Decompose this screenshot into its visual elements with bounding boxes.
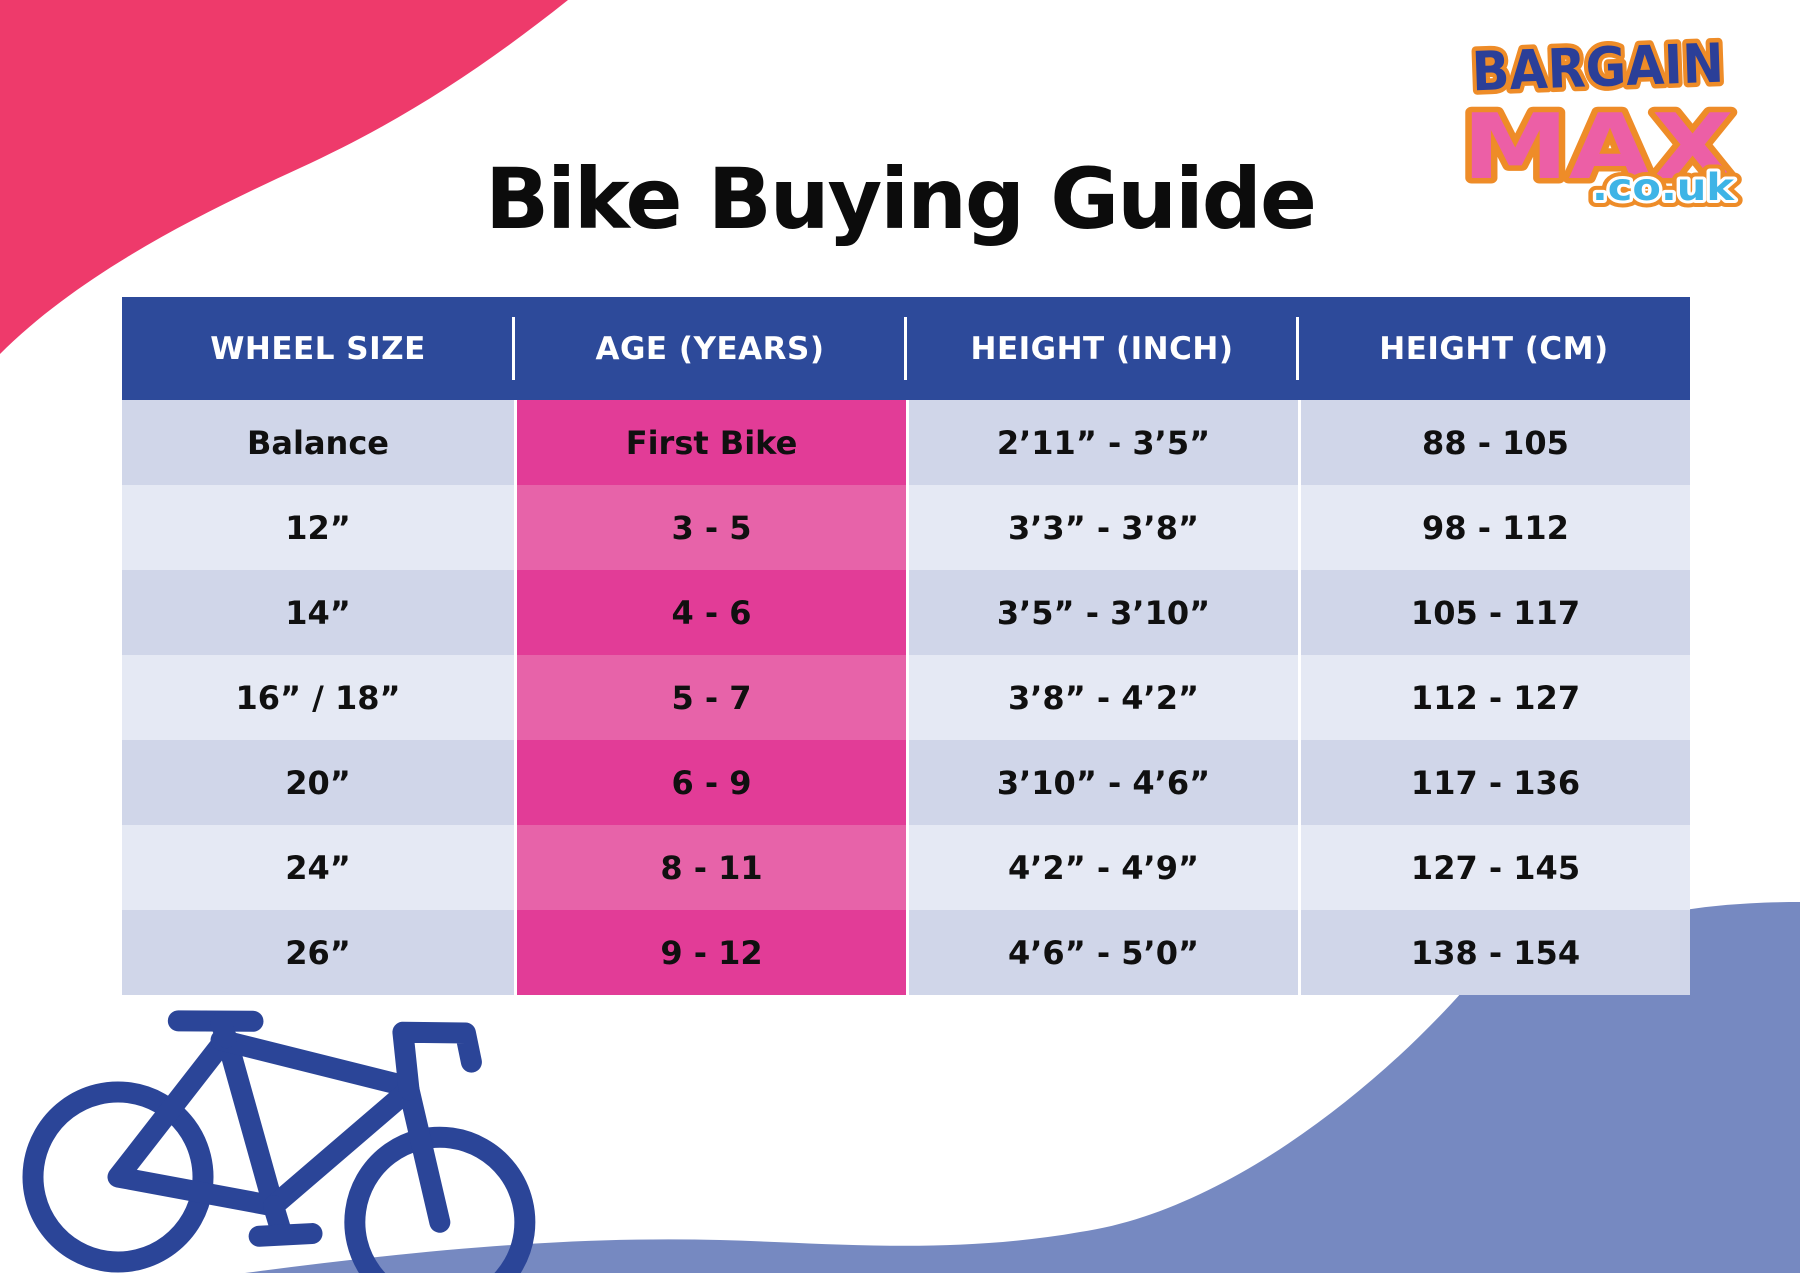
table-row: 20” 6 - 9 3’10” - 4’6” 117 - 136: [122, 740, 1690, 825]
table-cell: 8 - 11: [514, 825, 906, 910]
table-cell: 3’5” - 3’10”: [906, 570, 1298, 655]
table-cell: First Bike: [514, 400, 906, 485]
table-cell: 3’10” - 4’6”: [906, 740, 1298, 825]
table-row: Balance First Bike 2’11” - 3’5” 88 - 105: [122, 400, 1690, 485]
table-cell: 9 - 12: [514, 910, 906, 995]
table-cell: 105 - 117: [1298, 570, 1690, 655]
table-cell: 24”: [285, 848, 351, 887]
logo-word-max: MAX: [1462, 95, 1734, 200]
table-cell: 3 - 5: [514, 485, 906, 570]
table-cell: 4’6” - 5’0”: [906, 910, 1298, 995]
table-cell: 2’11” - 3’5”: [906, 400, 1298, 485]
table-cell: 20”: [285, 763, 351, 802]
column-header: HEIGHT (INCH): [906, 297, 1299, 400]
table-header: WHEEL SIZE AGE (YEARS) HEIGHT (INCH) HEIGHT…: [122, 297, 1690, 400]
table-cell: 127 - 145: [1298, 825, 1690, 910]
table-cell: 3’3” - 3’8”: [906, 485, 1298, 570]
column-header: WHEEL SIZE: [122, 297, 515, 400]
table-cell: 88 - 105: [1298, 400, 1690, 485]
logo-word-couk-outline: .co.uk: [1592, 166, 1736, 209]
table-cell: 3’8” - 4’2”: [906, 655, 1298, 740]
size-table-body: Balance First Bike 2’11” - 3’5” 88 - 105 12”…: [122, 400, 1690, 995]
table-cell: 26”: [285, 933, 351, 972]
table-row: 14” 4 - 6 3’5” - 3’10” 105 - 117: [122, 570, 1690, 655]
table-row: 12” 3 - 5 3’3” - 3’8” 98 - 112: [122, 485, 1690, 570]
table-cell: 138 - 154: [1298, 910, 1690, 995]
column-header: HEIGHT (CM): [1379, 330, 1609, 367]
table-cell: 16” / 18”: [235, 678, 401, 717]
table-cell: 4’2” - 4’9”: [906, 825, 1298, 910]
table-cell: 98 - 112: [1298, 485, 1690, 570]
table-cell: 6 - 9: [514, 740, 906, 825]
table-cell: 12”: [285, 508, 351, 547]
column-header: AGE (YEARS): [514, 297, 907, 400]
page-title: Bike Buying Guide: [485, 150, 1317, 248]
logo-word-couk: .co.uk: [1592, 166, 1736, 209]
table-cell: 14”: [285, 593, 351, 632]
table-cell: 5 - 7: [514, 655, 906, 740]
table-cell: 112 - 127: [1298, 655, 1690, 740]
table-cell: Balance: [247, 423, 389, 462]
logo-word-bargain: BARGAIN: [1471, 32, 1725, 104]
table-row: 24” 8 - 11 4’2” - 4’9” 127 - 145: [122, 825, 1690, 910]
size-table: WHEEL SIZE AGE (YEARS) HEIGHT (INCH) HEIGHT…: [122, 297, 1690, 995]
bargainmax-logo: BARGAIN MAX .co.uk .co.uk .co.uk: [1457, 28, 1743, 213]
table-row: 26” 9 - 12 4’6” - 5’0” 138 - 154: [122, 910, 1690, 995]
logo-word-couk-inner: .co.uk: [1592, 166, 1736, 209]
table-cell: 4 - 6: [514, 570, 906, 655]
table-cell: 117 - 136: [1298, 740, 1690, 825]
table-row: 16” / 18” 5 - 7 3’8” - 4’2” 112 - 127: [122, 655, 1690, 740]
